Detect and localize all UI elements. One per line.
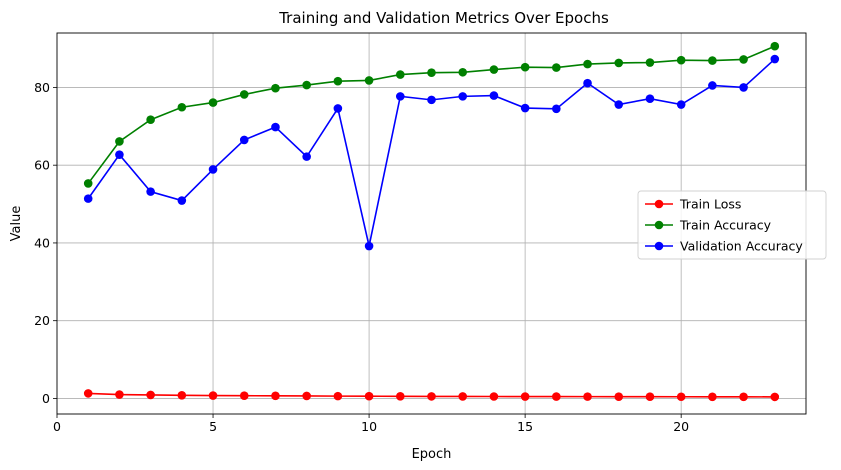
train-accuracy-point <box>708 56 717 65</box>
train-accuracy-point <box>583 59 592 69</box>
train-accuracy-point <box>208 98 218 107</box>
validation-accuracy-point <box>271 122 280 132</box>
validation-accuracy-point <box>614 100 624 109</box>
validation-accuracy-point <box>239 135 249 145</box>
y-tick-label: 60 <box>34 158 50 173</box>
train-loss-point <box>583 392 592 401</box>
x-axis-label: Epoch <box>412 447 452 462</box>
y-tick-label: 80 <box>34 80 50 95</box>
train-loss-point <box>146 390 155 400</box>
validation-accuracy-point <box>83 194 93 203</box>
train-loss-point <box>239 391 249 401</box>
train-loss-point <box>83 389 93 398</box>
x-tick-label: 20 <box>673 419 689 434</box>
legend-marker-train-accuracy <box>654 220 664 230</box>
train-loss-point <box>115 390 124 399</box>
validation-accuracy-point <box>708 81 717 90</box>
validation-accuracy-point <box>177 196 187 205</box>
validation-accuracy-point <box>364 241 374 251</box>
x-tick-label: 5 <box>209 419 217 434</box>
series-validation-accuracy <box>83 54 780 251</box>
x-tick-label: 15 <box>517 419 533 434</box>
train-accuracy-point <box>395 70 405 79</box>
legend-label-train-loss: Train Loss <box>679 197 741 212</box>
axis-ticks: 0 5 10 15 20 0 20 40 60 80 <box>34 80 689 434</box>
train-accuracy-point <box>770 41 780 51</box>
train-accuracy-point <box>676 55 686 65</box>
train-accuracy-point <box>271 83 280 93</box>
validation-accuracy-point <box>115 150 124 159</box>
legend-marker-validation-accuracy <box>654 241 664 251</box>
validation-accuracy-point <box>739 83 748 92</box>
legend-marker-train-loss <box>654 199 664 209</box>
train-accuracy-point <box>458 67 468 77</box>
train-accuracy-point <box>427 68 436 77</box>
series-group <box>83 41 780 402</box>
train-loss-point <box>177 391 187 400</box>
validation-accuracy-point <box>333 104 343 113</box>
legend-box <box>637 190 827 260</box>
series-train-loss <box>83 389 780 402</box>
legend: Train Loss Train Accuracy Validation Accur… <box>637 190 827 260</box>
validation-accuracy-point <box>458 92 468 101</box>
train-accuracy-point <box>302 80 311 90</box>
train-loss-point <box>614 392 624 401</box>
y-axis-label: Value <box>9 206 24 242</box>
train-accuracy-point <box>115 137 124 146</box>
validation-accuracy-point <box>676 100 686 109</box>
train-accuracy-point <box>520 62 530 72</box>
series-train-accuracy <box>83 41 780 188</box>
train-loss-point <box>427 392 436 401</box>
validation-accuracy-point <box>552 104 561 114</box>
train-loss-point <box>302 391 311 401</box>
x-tick-label: 10 <box>361 419 377 434</box>
validation-accuracy-point <box>146 187 155 196</box>
validation-accuracy-point <box>770 54 780 64</box>
validation-accuracy-point <box>208 165 218 174</box>
validation-accuracy-point <box>520 103 530 113</box>
train-loss-point <box>458 392 468 401</box>
validation-accuracy-point <box>645 94 655 104</box>
train-loss-point <box>489 392 499 401</box>
validation-accuracy-point <box>427 95 436 105</box>
y-tick-label: 20 <box>34 313 50 328</box>
train-loss-point <box>676 392 686 402</box>
train-accuracy-point <box>489 65 499 74</box>
x-tick-label: 0 <box>53 419 61 434</box>
train-accuracy-point <box>177 102 187 112</box>
train-loss-point <box>364 391 374 401</box>
train-loss-point <box>208 391 218 400</box>
y-tick-label: 40 <box>34 235 50 250</box>
train-accuracy-point <box>552 63 561 72</box>
train-accuracy-point <box>333 76 343 86</box>
train-loss-point <box>770 392 780 402</box>
train-accuracy-point <box>239 90 249 99</box>
train-loss-point <box>333 391 343 401</box>
legend-label-validation-accuracy: Validation Accuracy <box>680 239 803 254</box>
train-loss-point <box>395 392 405 401</box>
train-loss-point <box>645 392 655 401</box>
train-loss-point <box>739 392 748 402</box>
train-loss-point <box>708 392 717 402</box>
chart-title: Training and Validation Metrics Over Epo… <box>278 9 609 27</box>
train-accuracy-point <box>645 58 655 67</box>
train-loss-point <box>552 392 561 401</box>
train-accuracy-point <box>146 115 155 124</box>
train-accuracy-point <box>83 179 93 188</box>
train-accuracy-point <box>614 58 624 68</box>
validation-accuracy-point <box>302 152 311 161</box>
train-accuracy-point <box>364 76 374 85</box>
train-loss-point <box>271 391 280 401</box>
train-loss-point <box>520 392 530 401</box>
validation-accuracy-point <box>395 92 405 101</box>
train-accuracy-line <box>87 45 776 184</box>
y-tick-label: 0 <box>42 391 50 406</box>
train-accuracy-point <box>739 55 748 64</box>
legend-label-train-accuracy: Train Accuracy <box>679 218 772 233</box>
validation-accuracy-point <box>489 91 499 100</box>
validation-accuracy-point <box>583 78 592 88</box>
